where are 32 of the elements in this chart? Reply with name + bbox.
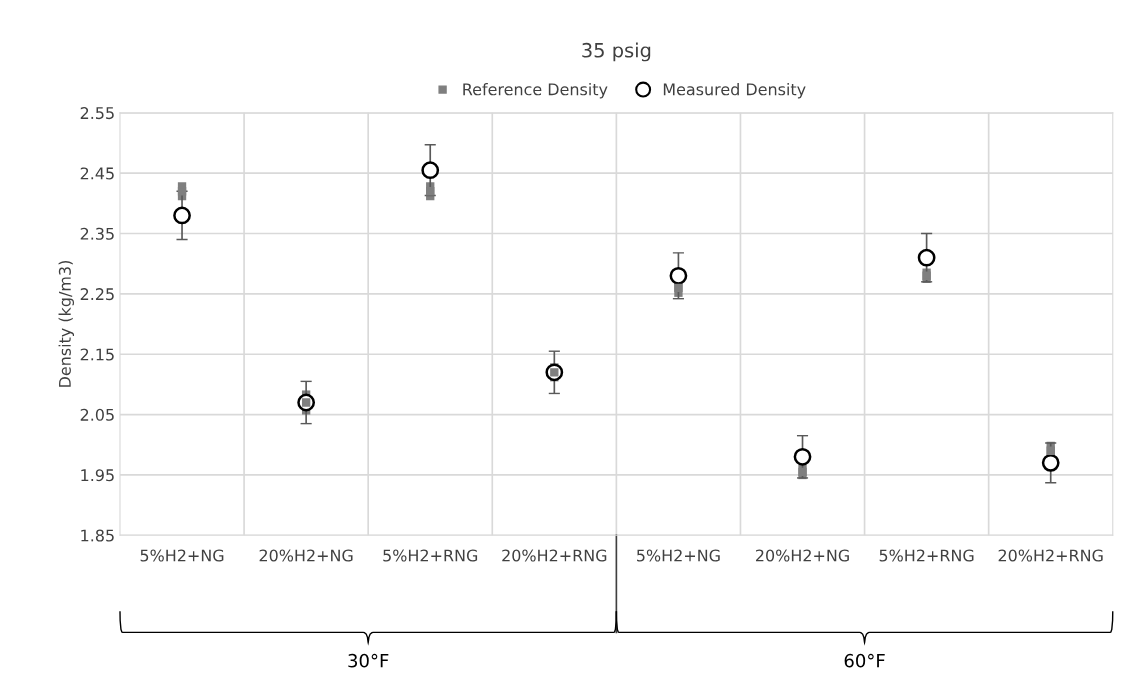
- y-tick-label: 1.85: [81, 529, 114, 542]
- y-tick-label: 2.25: [80, 288, 114, 301]
- point: [669, 266, 688, 285]
- y-tick-label: 2.55: [80, 107, 114, 120]
- point: [173, 206, 191, 225]
- legend-label: Reference Density: [463, 83, 608, 99]
- x-tick-label: 20%H2+NG: [259, 549, 353, 562]
- x-tick-label: 20%H2+NG: [756, 549, 849, 562]
- point: [426, 187, 435, 196]
- y-axis-title: Density (kg/m3): [58, 261, 75, 387]
- text: 60°F: [844, 653, 885, 668]
- y-tick-label: 2.35: [80, 227, 114, 240]
- point: [917, 248, 936, 267]
- y-tick-label: 2.15: [80, 348, 114, 361]
- x-tick-label: 20%H2+RNG: [998, 549, 1103, 562]
- y-tick-label: 1.95: [81, 469, 114, 482]
- point: [177, 187, 187, 196]
- x-tick-label: 5%H2+NG: [140, 549, 224, 562]
- text: 30°F: [348, 653, 389, 668]
- x-tick-label: 5%H2+NG: [637, 549, 720, 562]
- y-tick-label: 2.05: [80, 408, 114, 421]
- point: [421, 161, 440, 180]
- point: [1046, 446, 1055, 455]
- point: [1041, 453, 1060, 472]
- x-tick-label: 5%H2+RNG: [879, 549, 974, 562]
- x-tick-label: 5%H2+RNG: [383, 549, 478, 562]
- point: [674, 283, 683, 293]
- point: [793, 447, 812, 466]
- y-tick-label: 2.45: [80, 167, 114, 180]
- x-tick-label: 20%H2+RNG: [502, 549, 607, 562]
- legend-label: Measured Density: [663, 83, 806, 99]
- chart-title: 35 psig: [582, 42, 651, 62]
